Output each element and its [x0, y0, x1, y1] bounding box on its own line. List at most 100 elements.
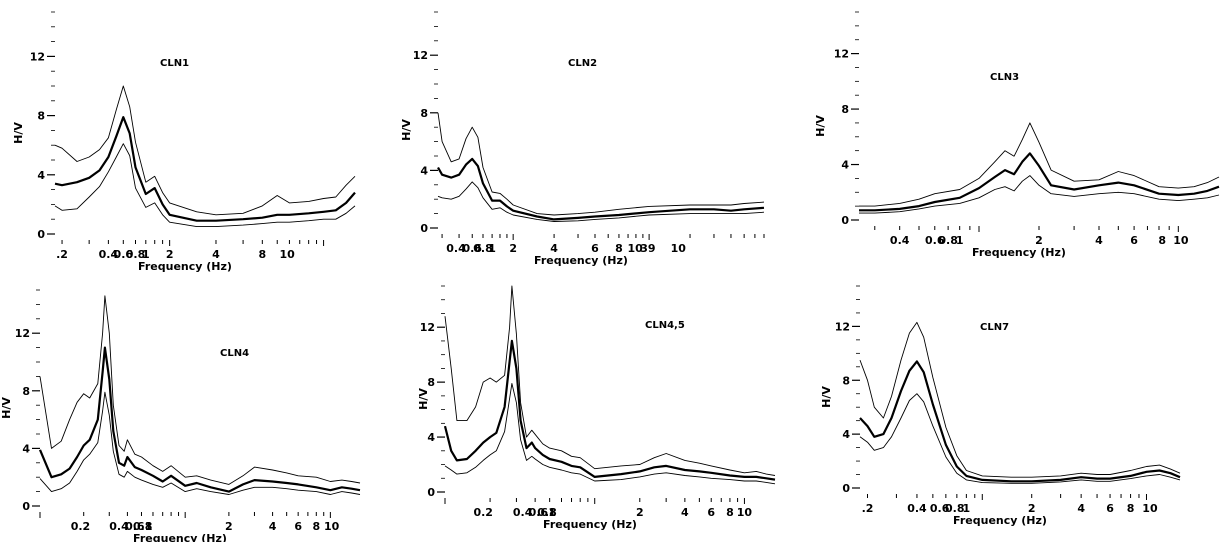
- x-tick-label: 4: [1077, 502, 1085, 515]
- hv-curve-lower: [859, 393, 1181, 484]
- hv-curve-mean: [38, 346, 361, 493]
- chart-panel-cln7: 0 4 8 12.2 0.4 0.6 0.8 1 2 4 6 8 10 CLN7 Frequency (Hz…: [820, 280, 1229, 542]
- y-tick-label: 12: [413, 49, 428, 62]
- x-tick-label: 0.6: [930, 502, 950, 515]
- x-axis-label: Frequency (Hz): [953, 514, 1047, 527]
- hv-curve-mean: [443, 339, 776, 481]
- chart-title: CLN4,5: [645, 320, 685, 331]
- y-tick-label: 12: [835, 320, 850, 333]
- x-tick-label: 10: [280, 248, 296, 261]
- y-tick-label: 4: [22, 442, 30, 455]
- y-tick-label: 12: [834, 48, 849, 61]
- x-tick-label: 6: [294, 520, 302, 533]
- x-tick-label: 0.4: [99, 248, 119, 261]
- y-tick-label: 4: [842, 428, 850, 441]
- x-tick-label: 39: [640, 242, 655, 255]
- x-axis-label: Frequency (Hz): [972, 246, 1066, 259]
- y-axis-label: H/V: [820, 386, 833, 408]
- hv-curve-mean: [437, 157, 765, 221]
- y-tick-label: 4: [37, 169, 45, 182]
- x-tick-label: 6: [1130, 234, 1138, 247]
- chart-title: CLN4: [220, 348, 249, 359]
- chart-panel-cln45: 0 4 8 12 0.2 0.4 0.6 0.8 1 2 4 6 8 10 CLN4,5 Frequency …: [415, 280, 795, 542]
- y-axis-label: H/V: [12, 122, 25, 144]
- chart-title: CLN7: [980, 322, 1009, 333]
- hv-curve-upper: [859, 122, 1220, 207]
- chart-panel-cln1: 0 4 8 12.2 0.4 0.6 0.8 1 2 4 8 10 CLN1 Frequency (Hz)…: [0, 0, 380, 273]
- x-tick-label: 2: [636, 506, 644, 519]
- x-tick-label: 4: [550, 242, 558, 255]
- hv-curve-lower: [54, 143, 356, 228]
- x-tick-label: 8: [1127, 502, 1135, 515]
- x-tick-label: 1: [142, 248, 150, 261]
- x-tick-label: .2: [56, 248, 68, 261]
- x-axis-label: Frequency (Hz): [534, 254, 628, 267]
- chart-title: CLN1: [160, 58, 189, 69]
- y-tick-label: 0: [420, 222, 428, 235]
- x-tick-label: 4: [1095, 234, 1103, 247]
- chart-title: CLN2: [568, 58, 597, 69]
- y-tick-label: 0: [841, 214, 849, 227]
- x-tick-label: 0.6: [125, 520, 145, 533]
- x-tick-label: 6: [591, 242, 599, 255]
- x-tick-label: 0.8: [537, 506, 557, 519]
- y-tick-label: 8: [37, 110, 45, 123]
- y-tick-label: 8: [420, 107, 428, 120]
- hv-curve-upper: [39, 295, 361, 485]
- hv-curve-upper: [437, 112, 765, 216]
- x-tick-label: 1: [145, 520, 153, 533]
- x-tick-label: 0.6: [529, 506, 549, 519]
- x-tick-label: 0.6: [925, 234, 945, 247]
- x-tick-label: 10: [737, 506, 753, 519]
- y-tick-label: 0: [22, 500, 30, 513]
- x-axis-label: Frequency (Hz): [138, 260, 232, 273]
- x-tick-label: 0.4: [109, 520, 129, 533]
- y-tick-label: 12: [30, 50, 45, 63]
- hv-curve-mean: [54, 115, 356, 222]
- x-axis-label: Frequency (Hz): [133, 532, 227, 542]
- x-tick-label: 0.4: [890, 234, 910, 247]
- hv-curve-mean: [859, 360, 1181, 483]
- x-tick-label: 8: [1158, 234, 1166, 247]
- x-tick-label: 1: [963, 502, 971, 515]
- y-tick-label: 8: [427, 376, 435, 389]
- x-tick-label: 0.8: [945, 502, 965, 515]
- chart-panel-cln2: 0 4 8 12 0.4 0.6 0.8 1 2 4 6 8 10 39 10 CLN2 Frequency (…: [398, 0, 778, 270]
- x-tick-label: 2: [1035, 234, 1043, 247]
- x-tick-label: 1: [488, 242, 496, 255]
- hv-curve-upper: [859, 321, 1181, 478]
- x-tick-label: 0.6: [114, 248, 134, 261]
- y-tick-label: 4: [420, 164, 428, 177]
- x-tick-label: 0.8: [473, 242, 493, 255]
- x-tick-label: 6: [707, 506, 715, 519]
- hv-curve-lower: [444, 383, 776, 485]
- y-tick-label: 8: [841, 103, 849, 116]
- chart-panel-cln4: 0 4 8 12 0.2 0.4 0.6 0.8 1 2 4 6 8 10 CLN4 Frequency (H…: [0, 280, 380, 542]
- x-tick-label: 0.2: [473, 506, 493, 519]
- x-tick-label: 8: [258, 248, 266, 261]
- x-tick-label: 10: [1173, 234, 1189, 247]
- hv-curve-mean: [859, 152, 1220, 212]
- x-tick-label: 0.4: [907, 502, 927, 515]
- x-tick-label: 2: [225, 520, 233, 533]
- y-tick-label: 8: [22, 385, 30, 398]
- x-tick-label: 6: [1106, 502, 1114, 515]
- x-tick-label: 4: [212, 248, 220, 261]
- x-tick-label: 8: [312, 520, 320, 533]
- x-tick-label: 8: [726, 506, 734, 519]
- y-tick-label: 8: [842, 374, 850, 387]
- y-tick-label: 0: [842, 482, 850, 495]
- hv-curve-lower: [859, 175, 1220, 214]
- y-tick-label: 0: [427, 486, 435, 499]
- x-tick-label: 4: [681, 506, 689, 519]
- x-tick-label: 0.8: [133, 520, 153, 533]
- x-tick-label: 0.2: [71, 520, 91, 533]
- y-axis-label: H/V: [814, 115, 827, 137]
- x-tick-label: 4: [269, 520, 277, 533]
- x-tick-label: 0.8: [126, 248, 146, 261]
- x-axis-label: Frequency (Hz): [543, 518, 637, 531]
